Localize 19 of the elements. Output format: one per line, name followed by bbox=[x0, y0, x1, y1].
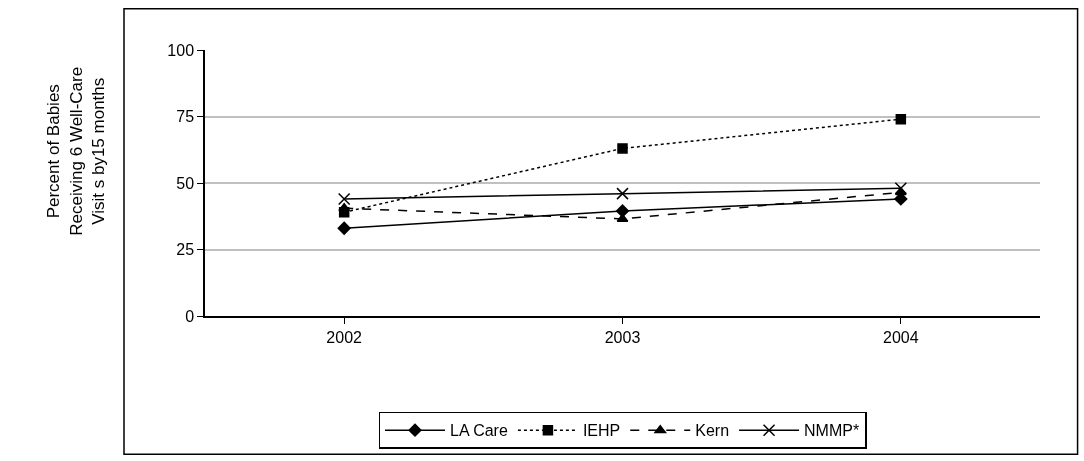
point bbox=[895, 113, 907, 125]
point bbox=[616, 187, 629, 200]
point bbox=[337, 192, 351, 206]
y-tick-label: 0 bbox=[185, 307, 195, 325]
y-tick-label: 50 bbox=[176, 174, 195, 192]
legend-label: NMMP* bbox=[804, 422, 860, 440]
legend-label: Kern bbox=[695, 422, 730, 440]
point bbox=[617, 143, 628, 154]
point bbox=[337, 221, 351, 235]
y-tick-label: 75 bbox=[176, 108, 195, 126]
legend-label: LA Care bbox=[450, 422, 508, 440]
legend-label: IEHP bbox=[582, 422, 621, 440]
x-tick-label: 2002 bbox=[326, 328, 363, 346]
point bbox=[894, 182, 908, 195]
x-tick-label: 2004 bbox=[883, 328, 919, 346]
y-axis-title: Percent of Babies Receiving 6 Well-Care Visit s by15 months bbox=[44, 66, 108, 236]
y-tick-label: 25 bbox=[176, 241, 195, 259]
y-tick-label: 100 bbox=[167, 41, 195, 59]
x-tick-label: 2003 bbox=[604, 328, 641, 346]
